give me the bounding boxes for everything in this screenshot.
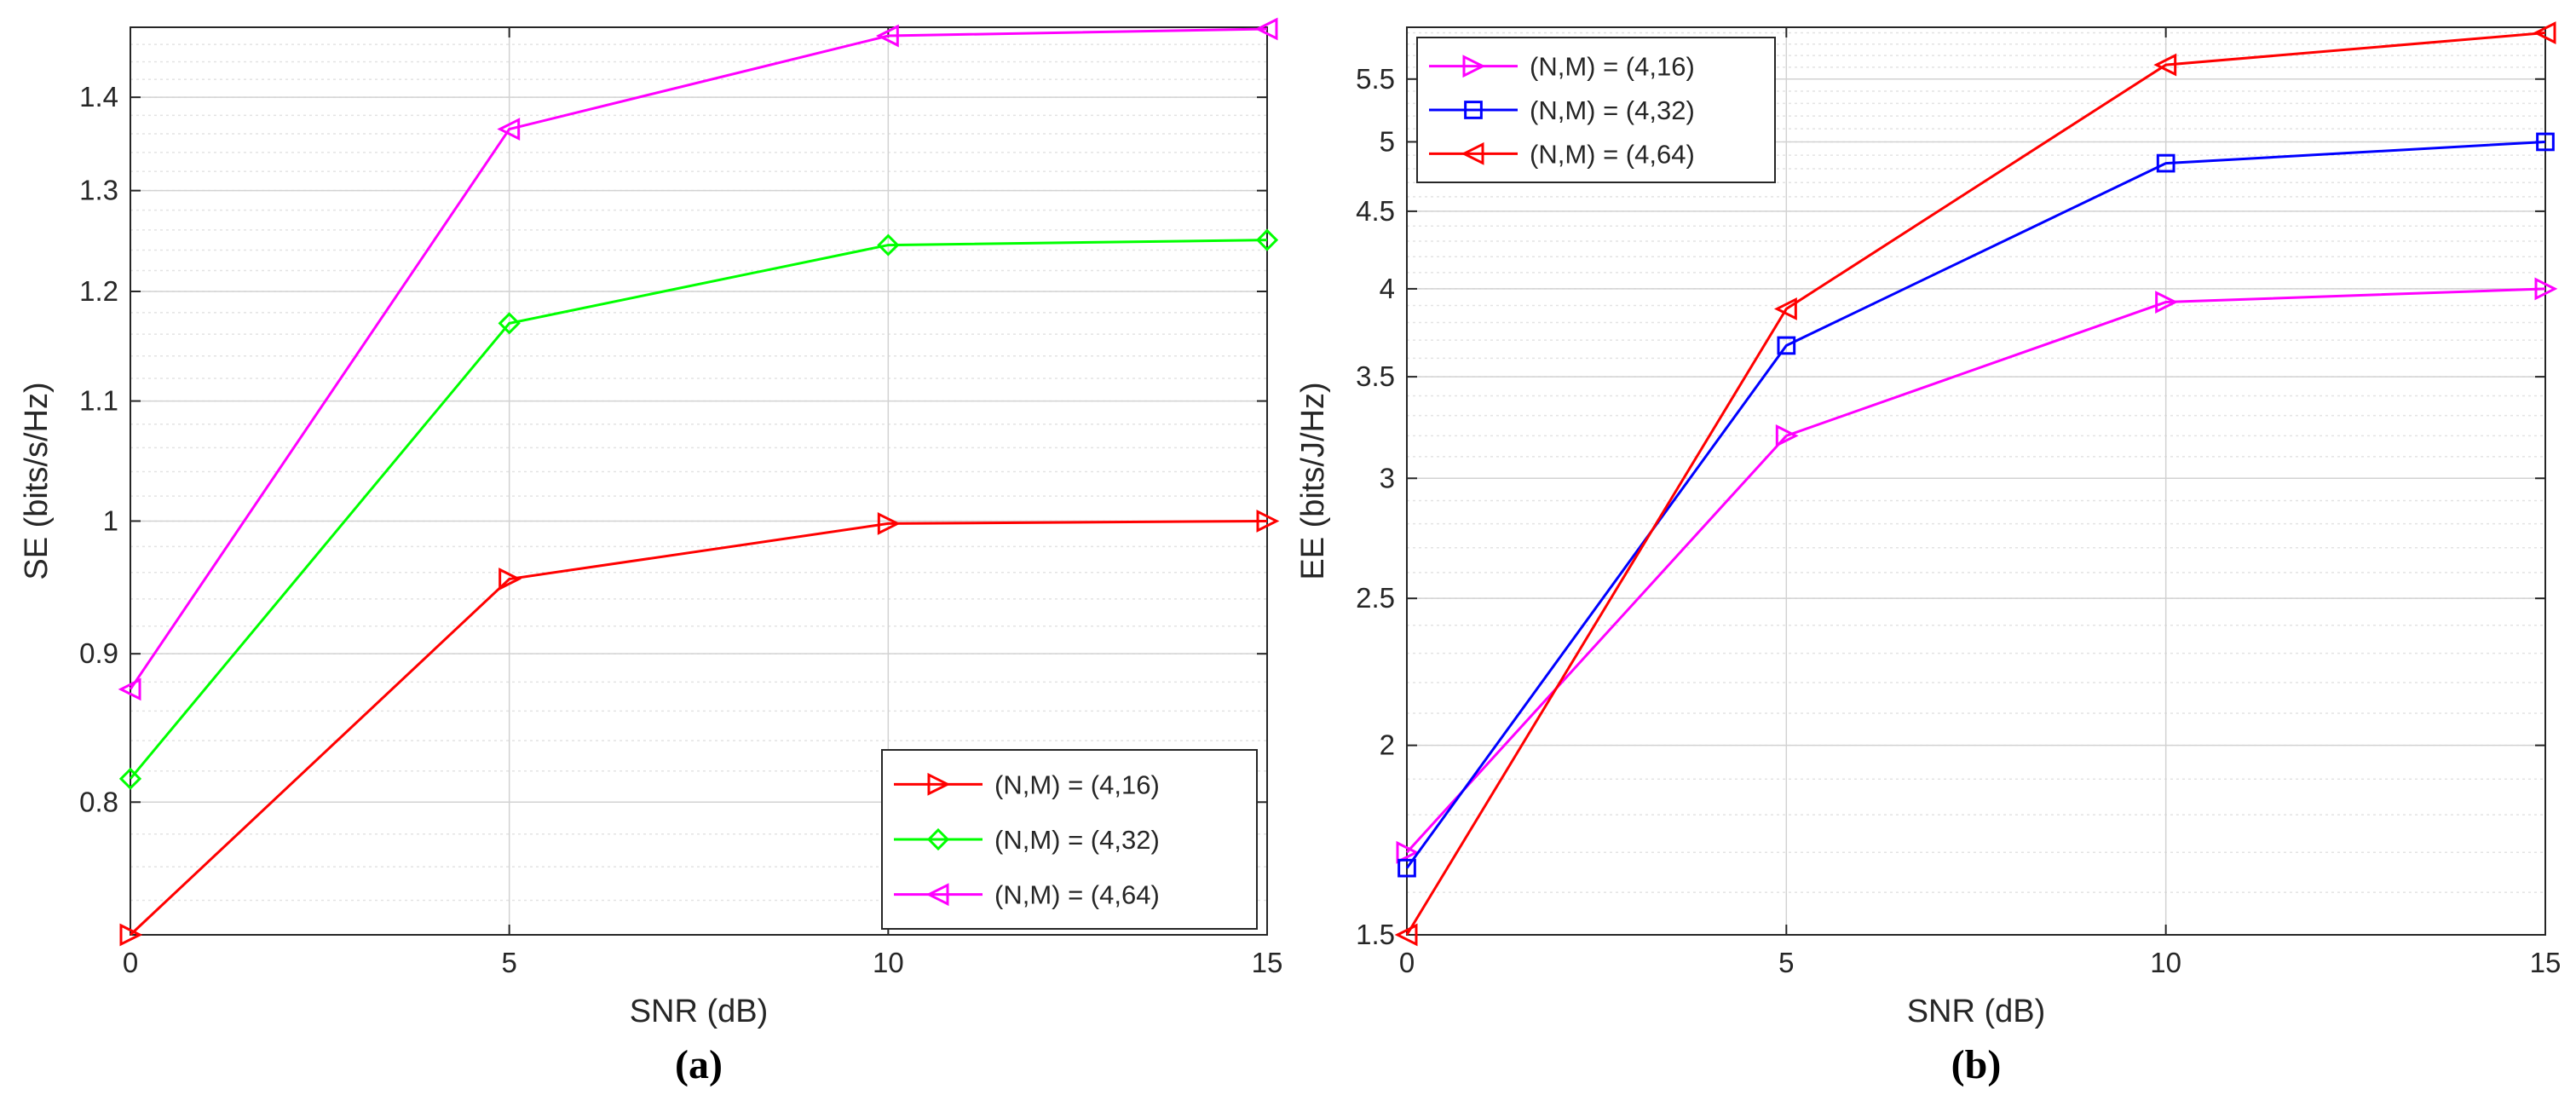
data-point-series-2: [1255, 228, 1279, 251]
x-axis-label: SNR (dB): [1907, 994, 2046, 1029]
data-point-series-1: [498, 568, 522, 591]
legend-marker: [1464, 101, 1483, 119]
x-tick-label: 15: [2530, 947, 2562, 978]
legend-label: (N,M) = (4,32): [994, 825, 1160, 855]
data-point-series-3: [2533, 21, 2556, 44]
series-line-1: [129, 519, 1268, 937]
y-tick-label: 4.5: [1356, 195, 1395, 227]
x-axis-label: SNR (dB): [630, 994, 769, 1029]
data-point-series-1: [119, 923, 143, 947]
legend-marker: [926, 827, 950, 851]
legend-marker: [925, 883, 949, 907]
legend-label: (N,M) = (4,64): [994, 880, 1160, 910]
data-point-series-1: [1775, 424, 1799, 447]
data-point-series-2: [877, 233, 900, 257]
x-tick-label: 0: [123, 947, 138, 978]
data-point-series-2: [1777, 336, 1796, 355]
legend: (N,M) = (4,16) (N,M) = (4,32) (N,M) = (4,6…: [1416, 37, 1776, 183]
y-tick-label: 5: [1380, 125, 1395, 157]
x-tick-label: 5: [501, 947, 516, 978]
series-line-3: [1405, 32, 2546, 936]
y-tick-label: 1: [103, 504, 118, 536]
series-line-2: [1405, 140, 2546, 869]
y-tick-label: 1.5: [1356, 919, 1395, 950]
axes-box: [1406, 26, 2546, 936]
data-point-series-2: [1397, 858, 1416, 878]
panel-label: (b): [1951, 1042, 2002, 1087]
y-tick-label: 1.1: [79, 385, 118, 417]
y-tick-label: 0.9: [79, 637, 118, 669]
y-axis-label: EE (bits/J/Hz): [1295, 382, 1331, 579]
data-point-series-2: [118, 767, 142, 790]
legend-label: (N,M) = (4,32): [1530, 95, 1695, 125]
data-point-series-1: [1256, 510, 1280, 533]
series-line-1: [1405, 287, 2546, 854]
data-point-series-1: [1396, 840, 1420, 864]
panel-label: (a): [675, 1042, 723, 1087]
x-tick-label: 10: [2150, 947, 2181, 978]
data-point-series-1: [877, 511, 901, 535]
x-tick-label: 15: [1252, 947, 1283, 978]
legend-marker: [1461, 141, 1484, 165]
y-tick-label: 4: [1380, 273, 1395, 304]
series-line-2: [129, 239, 1268, 780]
data-point-series-3: [118, 677, 141, 701]
legend: (N,M) = (4,16) (N,M) = (4,32) (N,M) = (4,6…: [881, 749, 1258, 930]
legend-label: (N,M) = (4,64): [1530, 139, 1695, 169]
axes-box: [130, 26, 1268, 936]
y-tick-label: 5.5: [1356, 63, 1395, 95]
data-point-series-3: [1254, 17, 1278, 41]
legend-marker: [927, 772, 951, 796]
x-tick-label: 0: [1399, 947, 1415, 978]
data-point-series-2: [2156, 153, 2175, 173]
legend-marker: [1462, 55, 1486, 78]
y-tick-label: 1.2: [79, 275, 118, 307]
data-point-series-3: [1773, 297, 1797, 320]
legend-label: (N,M) = (4,16): [1530, 52, 1695, 82]
data-point-series-3: [2153, 53, 2177, 77]
legend-label: (N,M) = (4,16): [994, 770, 1160, 799]
data-point-series-3: [1394, 923, 1418, 947]
data-point-series-1: [2534, 277, 2558, 301]
series-line-3: [129, 27, 1268, 690]
y-tick-label: 0.8: [79, 786, 118, 817]
data-point-series-2: [2536, 132, 2555, 152]
data-point-series-2: [498, 312, 521, 335]
y-tick-label: 3: [1380, 462, 1395, 493]
data-point-series-3: [875, 24, 899, 48]
y-tick-label: 2.5: [1356, 582, 1395, 614]
y-tick-label: 2: [1380, 729, 1395, 761]
data-point-series-1: [2155, 291, 2179, 314]
chart-panel-a: 0.8 0.9 1 1.1 1.2 1.3 1.4 0 5 10 15 SNR (dB) SE (bit…: [19, 17, 1283, 1087]
data-point-series-3: [497, 118, 521, 141]
x-tick-label: 10: [873, 947, 904, 978]
x-tick-label: 5: [1778, 947, 1794, 978]
chart-panel-b: 1.5 2 2.5 3 3.5 4 4.5 5 5.5 0 5 10 15 SNR (dB) EE (bit…: [1295, 21, 2562, 1087]
y-axis-label: SE (bits/s/Hz): [19, 382, 55, 579]
y-tick-label: 1.4: [79, 81, 118, 112]
y-tick-label: 1.3: [79, 175, 118, 206]
y-tick-label: 3.5: [1356, 360, 1395, 392]
